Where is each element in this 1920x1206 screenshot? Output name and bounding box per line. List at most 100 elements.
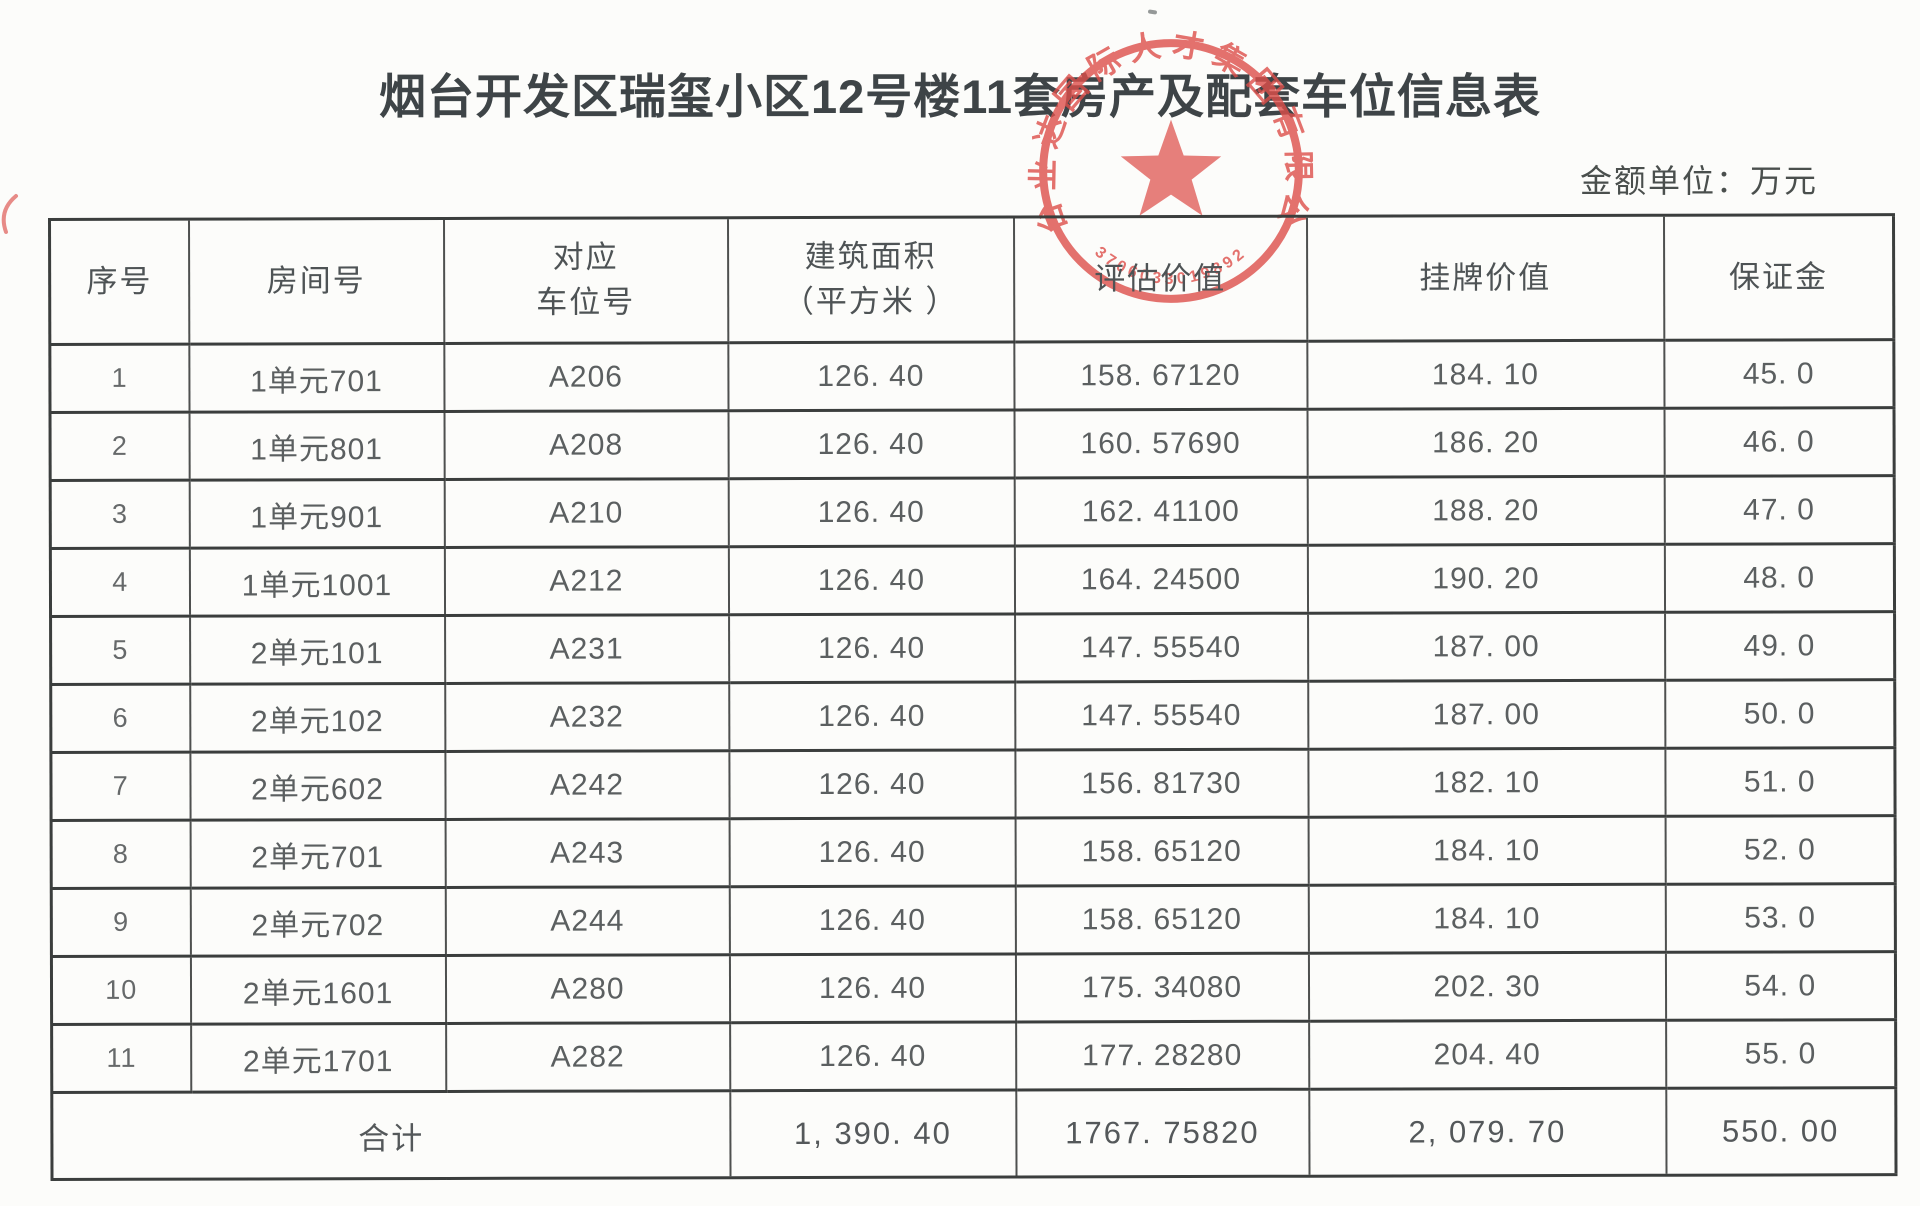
cell-listed-value: 204. 40	[1308, 1020, 1666, 1090]
table-row: 10 2单元1601 A280 126. 40 175. 34080 202. 30 54.…	[51, 951, 1896, 1025]
table-row: 4 1单元1001 A212 126. 40 164. 24500 190. 20 48. …	[50, 543, 1895, 617]
table-row: 2 1单元801 A208 126. 40 160. 57690 186. 20 46. 0	[50, 407, 1895, 481]
cell-serial-number: 9	[51, 888, 191, 957]
header-building-area: 建筑面积 （平方米 ）	[727, 216, 1014, 343]
cell-parking-number: A206	[443, 342, 729, 412]
cell-parking-number: A280	[445, 954, 730, 1024]
table-row: 8 2单元701 A243 126. 40 158. 65120 184. 10 52. 0	[51, 815, 1896, 889]
cell-building-area: 126. 40	[729, 953, 1016, 1023]
table-row: 1 1单元701 A206 126. 40 158. 67120 184. 10 45. 0	[49, 339, 1895, 413]
cell-serial-number: 2	[50, 412, 190, 481]
cell-serial-number: 10	[51, 956, 191, 1025]
cell-appraised-value: 175. 34080	[1015, 953, 1309, 1022]
table-row: 6 2单元102 A232 126. 40 147. 55540 187. 00 50. 0	[50, 679, 1895, 753]
cell-building-area: 126. 40	[729, 1021, 1016, 1091]
total-appraised-value: 1767. 75820	[1015, 1089, 1310, 1177]
header-row: 序号 房间号 对应 车位号 建筑面积 （平方米 ） 评估价值 挂牌价值 保证金	[49, 214, 1894, 345]
cell-appraised-value: 158. 65120	[1015, 885, 1309, 954]
header-room-number: 房间号	[188, 218, 444, 345]
cell-room-number: 1单元901	[189, 479, 445, 549]
cell-building-area: 126. 40	[729, 817, 1016, 887]
header-listed-value: 挂牌价值	[1306, 215, 1664, 342]
cell-building-area: 126. 40	[728, 681, 1015, 751]
header-serial-number: 序号	[49, 219, 189, 345]
cell-appraised-value: 177. 28280	[1015, 1021, 1309, 1090]
cell-room-number: 2单元101	[189, 615, 445, 685]
cell-appraised-value: 158. 65120	[1015, 817, 1309, 886]
cell-building-area: 126. 40	[729, 885, 1016, 955]
cell-room-number: 2单元602	[189, 751, 446, 821]
scan-speck	[1147, 9, 1158, 15]
cell-listed-value: 184. 10	[1308, 884, 1666, 954]
cell-room-number: 1单元801	[189, 411, 445, 481]
cell-listed-value: 186. 20	[1307, 408, 1665, 478]
cell-deposit: 51. 0	[1664, 747, 1896, 817]
cell-room-number: 2单元701	[190, 819, 446, 889]
document-title: 烟台开发区瑞玺小区12号楼11套房产及配套车位信息表	[379, 70, 1541, 123]
cell-listed-value: 184. 10	[1308, 816, 1666, 886]
cell-parking-number: A244	[445, 886, 730, 956]
header-appraised-value: 评估价值	[1013, 216, 1307, 342]
cell-room-number: 2单元1701	[190, 1023, 446, 1093]
cell-appraised-value: 162. 41100	[1014, 477, 1308, 546]
cell-listed-value: 188. 20	[1307, 476, 1665, 546]
cell-room-number: 1单元701	[188, 343, 445, 413]
cell-parking-number: A231	[444, 614, 729, 684]
table-row: 5 2单元101 A231 126. 40 147. 55540 187. 00 49. 0	[50, 611, 1895, 685]
cell-appraised-value: 147. 55540	[1014, 681, 1308, 750]
cell-listed-value: 187. 00	[1307, 612, 1665, 682]
cell-deposit: 52. 0	[1665, 815, 1896, 885]
total-deposit: 550. 00	[1665, 1087, 1897, 1176]
cell-serial-number: 1	[49, 344, 190, 413]
cell-building-area: 126. 40	[727, 341, 1015, 411]
property-info-table: 序号 房间号 对应 车位号 建筑面积 （平方米 ） 评估价值 挂牌价值 保证金 …	[48, 213, 1898, 1181]
cell-parking-number: A243	[445, 818, 730, 888]
total-row: 合计 1, 390. 40 1767. 75820 2, 079. 70 550…	[51, 1087, 1897, 1180]
cell-serial-number: 11	[51, 1024, 191, 1093]
cell-deposit: 49. 0	[1664, 611, 1895, 681]
cell-building-area: 126. 40	[728, 409, 1015, 479]
cell-deposit: 54. 0	[1665, 951, 1896, 1021]
total-label: 合计	[51, 1090, 731, 1180]
cell-appraised-value: 160. 57690	[1014, 409, 1308, 478]
cell-serial-number: 4	[50, 548, 190, 617]
amount-unit-note: 金额单位：万元	[1579, 163, 1818, 199]
cell-parking-number: A210	[444, 478, 729, 548]
cell-room-number: 2单元702	[190, 887, 446, 957]
cell-room-number: 2单元1601	[190, 955, 446, 1025]
header-parking-number: 对应 车位号	[443, 217, 728, 344]
cell-room-number: 1单元1001	[189, 547, 445, 617]
cell-listed-value: 187. 00	[1307, 680, 1665, 750]
red-scan-artifact	[1, 194, 18, 234]
cell-appraised-value: 147. 55540	[1014, 613, 1308, 682]
cell-appraised-value: 158. 67120	[1013, 341, 1308, 410]
cell-building-area: 126. 40	[728, 545, 1015, 615]
cell-appraised-value: 156. 81730	[1014, 749, 1309, 818]
cell-serial-number: 6	[50, 684, 190, 753]
cell-serial-number: 7	[50, 752, 191, 821]
total-listed-value: 2, 079. 70	[1308, 1088, 1667, 1177]
cell-deposit: 48. 0	[1664, 543, 1895, 613]
cell-deposit: 50. 0	[1664, 679, 1895, 749]
table-row: 11 2单元1701 A282 126. 40 177. 28280 204. 40 55.…	[51, 1019, 1896, 1093]
cell-appraised-value: 164. 24500	[1014, 545, 1308, 614]
cell-listed-value: 190. 20	[1307, 544, 1665, 614]
table-row: 9 2单元702 A244 126. 40 158. 65120 184. 10 53. 0	[51, 883, 1896, 957]
cell-deposit: 47. 0	[1664, 475, 1895, 545]
cell-listed-value: 184. 10	[1306, 340, 1665, 410]
cell-building-area: 126. 40	[728, 749, 1016, 819]
company-seal-stamp: 烟台业达国际人才集团有限公司 3706033019892	[1020, 20, 1307, 303]
cell-serial-number: 5	[50, 616, 190, 685]
seal-ring	[1039, 39, 1303, 303]
table-row: 7 2单元602 A242 126. 40 156. 81730 182. 10 51. 0	[50, 747, 1896, 821]
cell-parking-number: A242	[444, 750, 730, 820]
cell-deposit: 45. 0	[1663, 339, 1895, 409]
table-body: 1 1单元701 A206 126. 40 158. 67120 184. 10 45. 0…	[49, 339, 1896, 1093]
cell-serial-number: 3	[50, 480, 190, 549]
cell-parking-number: A232	[444, 682, 729, 752]
cell-deposit: 55. 0	[1665, 1019, 1896, 1089]
cell-parking-number: A282	[445, 1022, 730, 1092]
cell-deposit: 46. 0	[1664, 407, 1895, 477]
header-deposit: 保证金	[1663, 214, 1894, 341]
